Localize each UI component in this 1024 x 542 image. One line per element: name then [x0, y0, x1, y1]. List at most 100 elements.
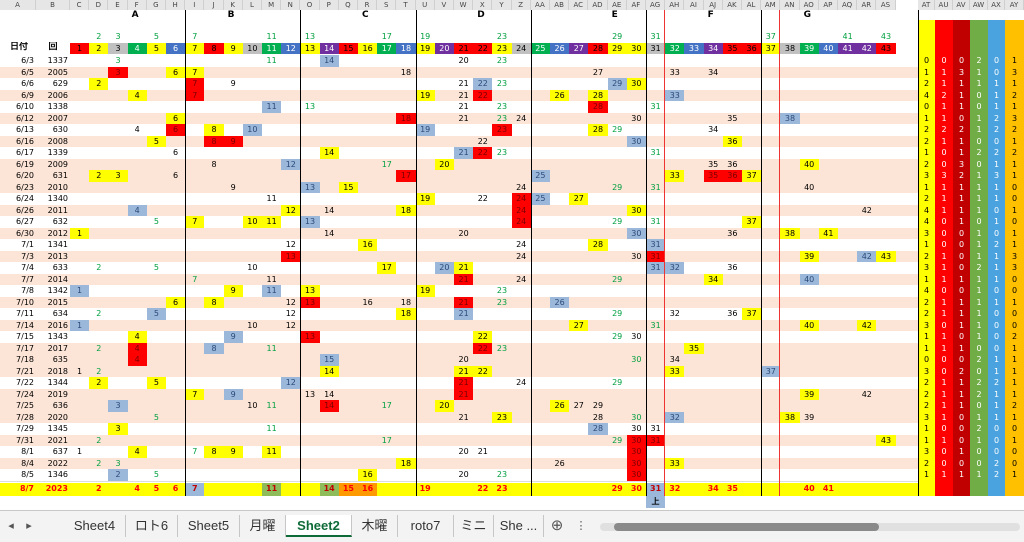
number-cell[interactable]: 6	[166, 66, 186, 78]
number-cell[interactable]: 19	[415, 193, 435, 205]
number-cell[interactable]: 28	[588, 423, 608, 435]
number-cell[interactable]: 29	[612, 274, 623, 284]
number-cell[interactable]: 24	[516, 240, 527, 249]
number-cell[interactable]: 29	[612, 182, 623, 192]
spreadsheet-grid[interactable]: A B C D E F G H I J K L M N O P Q R S T U V W X Y Z AA AB AC AD AE AF AG…	[0, 0, 1024, 510]
date-cell[interactable]: 6/24	[16, 194, 34, 203]
number-cell[interactable]: 19	[415, 285, 435, 297]
total-number-cell[interactable]: 41	[822, 483, 834, 493]
round-cell[interactable]: 2008	[47, 136, 68, 146]
date-cell[interactable]: 7/24	[16, 389, 34, 399]
number-cell[interactable]: 35	[684, 342, 704, 354]
round-cell[interactable]: 637	[52, 447, 68, 456]
round-cell[interactable]: 636	[52, 401, 68, 410]
number-cell[interactable]: 5	[153, 412, 159, 422]
number-cell[interactable]: 22	[477, 136, 488, 146]
column-header-h[interactable]: H	[166, 0, 186, 10]
date-cell[interactable]: 6/16	[16, 136, 34, 146]
number-cell[interactable]: 40	[799, 158, 819, 170]
number-cell[interactable]: 8	[211, 159, 217, 169]
number-cell[interactable]: 1	[77, 447, 83, 456]
column-header-o[interactable]: O	[300, 0, 320, 10]
number-cell[interactable]: 23	[496, 297, 508, 307]
date-cell[interactable]: 6/5	[21, 67, 34, 77]
round-cell[interactable]: 2019	[47, 389, 68, 399]
number-cell[interactable]: 22	[473, 331, 493, 343]
round-cell[interactable]: 1343	[47, 332, 68, 341]
number-cell[interactable]: 11	[266, 194, 277, 203]
number-cell[interactable]: 2	[96, 263, 102, 272]
round-cell[interactable]: 2009	[47, 159, 68, 169]
number-cell[interactable]: 18	[396, 308, 416, 320]
number-cell[interactable]: 2	[96, 366, 102, 376]
number-cell[interactable]: 14	[319, 147, 339, 159]
date-cell[interactable]: 7/25	[16, 401, 34, 410]
total-number-cell[interactable]: 32	[669, 483, 681, 493]
number-cell[interactable]: 28	[588, 101, 608, 113]
number-cell[interactable]: 8	[204, 135, 224, 147]
number-cell[interactable]: 23	[492, 124, 512, 136]
number-cell[interactable]: 5	[153, 217, 159, 226]
number-cell[interactable]: 39	[804, 412, 815, 422]
column-header-x[interactable]: X	[473, 0, 493, 10]
date-cell[interactable]: 7/4	[21, 263, 34, 272]
number-cell[interactable]: 37	[742, 170, 762, 182]
number-cell[interactable]: 23	[496, 113, 508, 123]
total-number-cell[interactable]: 6	[172, 483, 179, 493]
number-cell[interactable]: 3	[108, 400, 128, 412]
number-cell[interactable]: 30	[631, 113, 642, 123]
sheet-tab[interactable]: Sheet4	[64, 515, 126, 537]
column-header-an[interactable]: AN	[780, 0, 800, 10]
number-cell[interactable]: 31	[650, 148, 661, 157]
column-header-aa[interactable]: AA	[530, 0, 550, 10]
column-header-m[interactable]: M	[262, 0, 282, 10]
number-cell[interactable]: 24	[516, 182, 527, 192]
number-cell[interactable]: 6	[166, 296, 186, 308]
number-cell[interactable]: 12	[281, 204, 301, 216]
column-header-av[interactable]: AV	[953, 0, 970, 10]
number-cell[interactable]: 31	[650, 217, 661, 226]
number-cell[interactable]: 13	[304, 389, 316, 399]
number-cell[interactable]: 21	[477, 447, 488, 456]
horizontal-scrollbar[interactable]	[600, 523, 1020, 531]
number-cell[interactable]: 24	[516, 113, 527, 123]
number-cell[interactable]: 42	[861, 389, 872, 399]
round-cell[interactable]: 2011	[47, 205, 68, 215]
number-cell[interactable]: 13	[304, 102, 316, 111]
number-cell[interactable]: 29	[607, 78, 627, 90]
number-cell[interactable]: 34	[708, 125, 719, 134]
number-cell[interactable]: 38	[780, 411, 800, 423]
tab-scroll-right-icon[interactable]: ▸	[26, 520, 32, 532]
number-cell[interactable]: 14	[324, 205, 335, 215]
column-header-af[interactable]: AF	[626, 0, 646, 10]
number-cell[interactable]: 43	[876, 250, 896, 262]
date-cell[interactable]: 7/7	[21, 274, 34, 284]
date-cell[interactable]: 7/14	[16, 320, 34, 330]
number-cell[interactable]: 21	[458, 412, 469, 422]
number-cell[interactable]: 35	[703, 170, 723, 182]
number-cell[interactable]: 31	[646, 239, 666, 251]
number-cell[interactable]: 26	[550, 400, 570, 412]
date-cell[interactable]: 6/6	[21, 79, 34, 88]
column-header-t[interactable]: T	[396, 0, 416, 10]
number-cell[interactable]: 1	[77, 366, 83, 376]
number-cell[interactable]: 33	[665, 457, 685, 469]
round-cell[interactable]: 2006	[47, 90, 68, 100]
number-cell[interactable]: 21	[454, 147, 474, 159]
number-cell[interactable]: 22	[473, 365, 493, 377]
number-cell[interactable]: 5	[146, 377, 166, 389]
date-cell[interactable]: 7/31	[16, 435, 34, 445]
column-header-y[interactable]: Y	[492, 0, 512, 10]
number-cell[interactable]: 21	[454, 365, 474, 377]
number-cell[interactable]: 13	[300, 285, 320, 297]
number-cell[interactable]: 21	[458, 79, 469, 88]
number-cell[interactable]: 24	[511, 204, 531, 216]
total-number-cell[interactable]: 2	[95, 483, 102, 493]
number-cell[interactable]: 30	[631, 355, 642, 364]
round-cell[interactable]: 2014	[47, 274, 68, 284]
number-cell[interactable]: 18	[400, 297, 412, 307]
number-cell[interactable]: 23	[496, 470, 508, 479]
number-cell[interactable]: 22	[473, 89, 493, 101]
number-cell[interactable]: 23	[492, 411, 512, 423]
total-number-cell[interactable]: 31	[646, 482, 666, 496]
